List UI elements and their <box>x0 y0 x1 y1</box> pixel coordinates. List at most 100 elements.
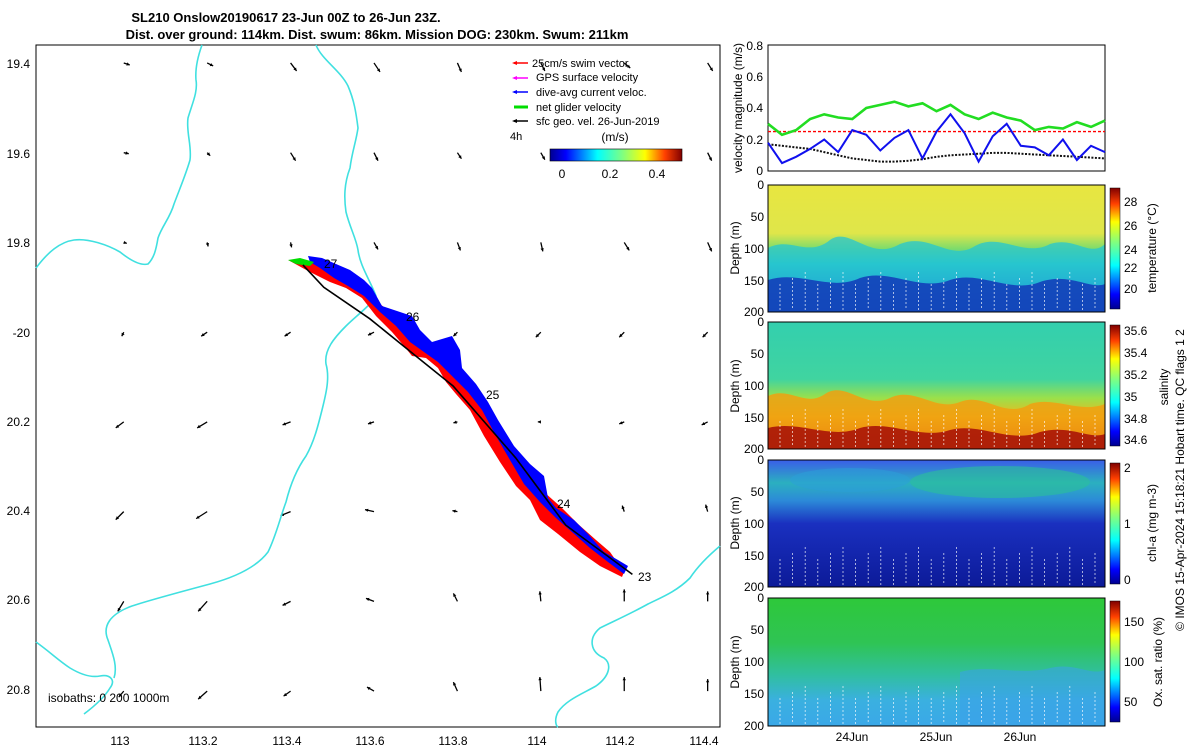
temp-cb-tick-26: 26 <box>1124 219 1138 233</box>
velocity-axes-box <box>767 44 1106 172</box>
sal-cb-tick-35.4: 35.4 <box>1124 346 1148 360</box>
geo-current-arrowhead <box>206 152 211 156</box>
geo-current-arrowhead <box>209 63 214 67</box>
map-colorbar-unit: (m/s) <box>601 130 628 144</box>
sal-cb-tick-34.6: 34.6 <box>1124 433 1148 447</box>
attribution: © IMOS 15-Apr-2024 15:18:21 Hobart time.… <box>1173 329 1187 631</box>
geo-current-arrowhead <box>542 67 545 71</box>
sal-ytick-0: 0 <box>757 315 764 329</box>
velocity-panel: 0 0.2 0.4 0.6 0.8 velocity magnitude (m/… <box>731 39 1106 178</box>
chl-cb-tick-2: 2 <box>1124 461 1131 475</box>
geo-current-arrowhead <box>453 420 457 424</box>
geo-current-arrowhead <box>538 591 542 595</box>
day-label-24: 24 <box>557 497 571 511</box>
map-xtick-113: 113 <box>110 734 129 748</box>
legend-current-label: dive-avg current veloc. <box>536 87 647 99</box>
map-colorbar-tick-2: 0.4 <box>649 167 666 181</box>
geo-current-arrowhead <box>197 424 201 428</box>
map-ytick-19.6: 19.6 <box>7 147 31 161</box>
geo-current-arrowhead <box>123 240 127 244</box>
map-axes-box <box>35 44 721 728</box>
geo-current-arrowhead <box>541 156 545 160</box>
geo-current-arrowhead <box>538 677 542 681</box>
geo-current-arrowhead <box>293 67 297 71</box>
geo-current-arrowhead <box>453 332 457 337</box>
geo-current-arrowhead <box>458 155 462 159</box>
geo-current-arrowhead <box>375 245 378 250</box>
map-legend: 25cm/s swim vector GPS surface velocity … <box>510 58 683 181</box>
legend-swim-label: 25cm/s swim vector <box>532 58 629 70</box>
ox-ylabel: Depth (m) <box>728 635 742 688</box>
vel-ytick-0.6: 0.6 <box>746 70 763 84</box>
geo-current-arrowhead <box>125 151 129 155</box>
temperature-axes-box <box>767 184 1106 313</box>
chl-ytick-100: 100 <box>744 517 764 531</box>
legend-gps-arrowhead <box>512 76 517 80</box>
temperature-deep-water <box>768 275 1105 312</box>
geo-current-arrowhead <box>457 247 461 251</box>
sal-cb-tick-34.8: 34.8 <box>1124 412 1148 426</box>
geo-current-arrowhead <box>458 68 462 72</box>
geo-current-arrowhead <box>198 608 202 612</box>
ox-ytick-50: 50 <box>751 623 765 637</box>
profile-casts <box>779 272 1096 724</box>
geo-current-arrowhead <box>284 333 289 337</box>
geo-current-arrowhead <box>282 422 287 426</box>
chl-cb-tick-1: 1 <box>1124 517 1131 531</box>
temp-ylabel: Depth (m) <box>728 221 742 274</box>
map-y-axis: 19.4 19.6 19.8 -20 20.2 20.4 20.6 20.8 <box>7 57 31 697</box>
series-net-glider-velocity <box>767 100 1106 137</box>
vel-ytick-0: 0 <box>756 164 763 178</box>
legend-swim-arrowhead <box>512 61 517 65</box>
geo-current-arrowhead <box>126 62 130 66</box>
ox-cb-tick-50: 50 <box>1124 695 1138 709</box>
age-label: 4h <box>510 131 522 143</box>
salinity-colorbar <box>1109 324 1121 447</box>
geo-current-arrowhead <box>453 682 457 686</box>
geo-current-arrowhead <box>702 333 706 338</box>
coastline-island <box>35 641 114 715</box>
temp-colorbar-label: temperature (°C) <box>1145 203 1159 293</box>
geo-current-arrowhead <box>622 677 626 681</box>
map-xtick-114: 114 <box>527 734 546 748</box>
isobaths-label: isobaths: 0 200 1000m <box>48 691 169 705</box>
map-xtick-113.4: 113.4 <box>272 734 301 748</box>
temp-ytick-0: 0 <box>757 178 764 192</box>
day-label-25: 25 <box>486 388 500 402</box>
geo-current-arrowhead <box>365 508 369 512</box>
geo-current-arrowhead <box>117 607 121 612</box>
geo-current-arrowhead <box>708 157 712 161</box>
geo-current-arrowhead <box>205 243 210 247</box>
chla-axes-box <box>767 459 1106 588</box>
geo-current-arrowhead <box>626 246 630 251</box>
salinity-panel: 35.6 35.4 35.2 35 34.8 34.6 salinity 0 5… <box>728 315 1171 456</box>
temp-cb-tick-24: 24 <box>1124 243 1138 257</box>
sal-ytick-200: 200 <box>744 442 764 456</box>
geo-current-arrowhead <box>289 244 293 248</box>
legend-current-arrowhead <box>512 90 517 94</box>
chla-colorbar <box>1109 462 1121 585</box>
geo-current-arrowhead <box>706 679 710 683</box>
temp-ytick-50: 50 <box>751 210 765 224</box>
day-label-27: 27 <box>324 257 338 271</box>
geo-current-arrowhead <box>709 67 713 71</box>
chl-cb-tick-0: 0 <box>1124 573 1131 587</box>
sal-ytick-50: 50 <box>751 347 765 361</box>
geo-current-arrowhead <box>115 516 120 520</box>
geo-current-arrowhead <box>121 332 125 337</box>
chl-ytick-200: 200 <box>744 580 764 594</box>
ox-cb-tick-150: 150 <box>1124 615 1144 629</box>
legend-geo-label: sfc geo. vel. 26-Jun-2019 <box>536 116 660 128</box>
series-sfc-geo-vel- <box>767 143 1106 163</box>
geo-current-arrowhead <box>366 597 370 601</box>
vel-ytick-0.8: 0.8 <box>746 39 763 53</box>
map-xtick-113.8: 113.8 <box>438 734 467 748</box>
oxygen-colorbar <box>1109 600 1121 723</box>
chl-ytick-0: 0 <box>757 453 764 467</box>
chl-ytick-150: 150 <box>744 549 764 563</box>
sal-colorbar-label: salinity <box>1157 369 1171 406</box>
map-panel: 27 26 25 24 23 25cm/s swim vector GPS su… <box>7 44 721 748</box>
geo-current-arrowhead <box>535 333 540 338</box>
sal-cb-tick-35.6: 35.6 <box>1124 324 1148 338</box>
map-colorbar <box>549 148 683 162</box>
